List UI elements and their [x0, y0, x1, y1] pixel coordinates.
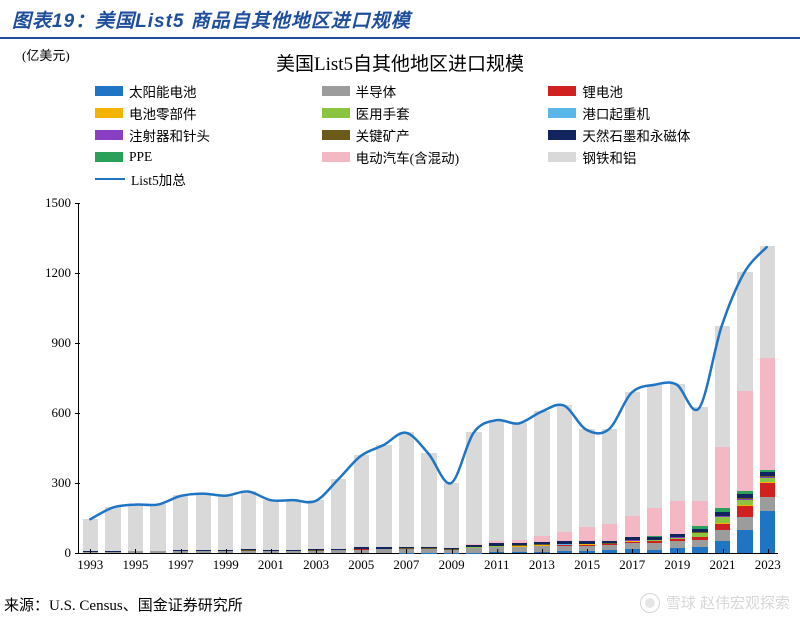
x-tick: 2021 [710, 553, 736, 573]
legend-item: List5加总 [95, 169, 322, 189]
y-tick: 1200 [45, 265, 79, 281]
legend-item: 半导体 [322, 81, 549, 101]
legend-swatch [548, 152, 576, 162]
source-label: 来源：U.S. Census、国金证券研究所 [4, 594, 243, 615]
legend-label: 注射器和针头 [129, 125, 210, 145]
figure-title: 图表19：美国List5 商品自其他地区进口规模 [0, 0, 800, 35]
watermark: 雪球 赵伟宏观探索 [640, 592, 790, 613]
chart-legend: 太阳能电池 半导体 锂电池电池零部件 医用手套 港口起重机注射器和针头 关键矿产 天然石墨和… [95, 81, 775, 189]
watermark-text: 雪球 赵伟宏观探索 [666, 592, 790, 613]
legend-label: 天然石墨和永磁体 [582, 125, 690, 145]
legend-item: 钢铁和铝 [548, 147, 775, 167]
y-tick: 1500 [45, 195, 79, 211]
legend-swatch [548, 108, 576, 118]
legend-item: 天然石墨和永磁体 [548, 125, 775, 145]
watermark-icon [640, 593, 660, 613]
legend-swatch [548, 130, 576, 140]
x-tick: 2005 [348, 553, 374, 573]
legend-swatch [322, 86, 350, 96]
legend-item: 电动汽车(含混动) [322, 147, 549, 167]
legend-item: 港口起重机 [548, 103, 775, 123]
legend-item: 医用手套 [322, 103, 549, 123]
x-tick: 2009 [439, 553, 465, 573]
x-tick: 1993 [77, 553, 103, 573]
x-tick: 1999 [213, 553, 239, 573]
legend-swatch [95, 108, 123, 118]
legend-swatch [322, 152, 350, 162]
legend-label: 半导体 [356, 81, 397, 101]
legend-swatch [95, 152, 123, 162]
line-total [90, 247, 766, 519]
legend-label: 港口起重机 [582, 103, 650, 123]
legend-swatch [95, 130, 123, 140]
y-tick: 600 [52, 405, 80, 421]
legend-label: 关键矿产 [356, 125, 410, 145]
x-tick: 1995 [122, 553, 148, 573]
legend-item: PPE [95, 147, 322, 167]
legend-item: 锂电池 [548, 81, 775, 101]
legend-label: 太阳能电池 [129, 81, 197, 101]
legend-item: 太阳能电池 [95, 81, 322, 101]
legend-item: 电池零部件 [95, 103, 322, 123]
x-tick: 2007 [393, 553, 419, 573]
legend-item: 关键矿产 [322, 125, 549, 145]
x-tick: 2011 [484, 553, 510, 573]
y-tick: 900 [52, 335, 80, 351]
x-tick: 2013 [529, 553, 555, 573]
plot-area: 0300600900120015001993199519971999200120… [78, 204, 778, 554]
legend-swatch [548, 86, 576, 96]
x-tick: 2001 [258, 553, 284, 573]
x-tick: 2017 [619, 553, 645, 573]
x-tick: 2015 [574, 553, 600, 573]
legend-swatch [95, 86, 123, 96]
legend-label: 医用手套 [356, 103, 410, 123]
legend-label: List5加总 [131, 169, 186, 189]
legend-swatch [322, 108, 350, 118]
legend-label: 钢铁和铝 [582, 147, 636, 167]
legend-swatch [322, 130, 350, 140]
legend-item: 注射器和针头 [95, 125, 322, 145]
y-tick: 300 [52, 475, 80, 491]
legend-label: 锂电池 [582, 81, 623, 101]
x-tick: 2023 [755, 553, 781, 573]
legend-line-swatch [95, 178, 125, 180]
legend-label: PPE [129, 149, 152, 165]
x-tick: 2003 [303, 553, 329, 573]
chart-title: 美国List5自其他地区进口规模 [0, 49, 800, 76]
x-tick: 1997 [168, 553, 194, 573]
x-tick: 2019 [664, 553, 690, 573]
chart-container: (亿美元) 美国List5自其他地区进口规模 太阳能电池半导体锂电池电池零部件医… [0, 39, 800, 587]
line-overlay [79, 204, 778, 554]
legend-label: 电池零部件 [129, 103, 197, 123]
legend-label: 电动汽车(含混动) [356, 147, 460, 167]
